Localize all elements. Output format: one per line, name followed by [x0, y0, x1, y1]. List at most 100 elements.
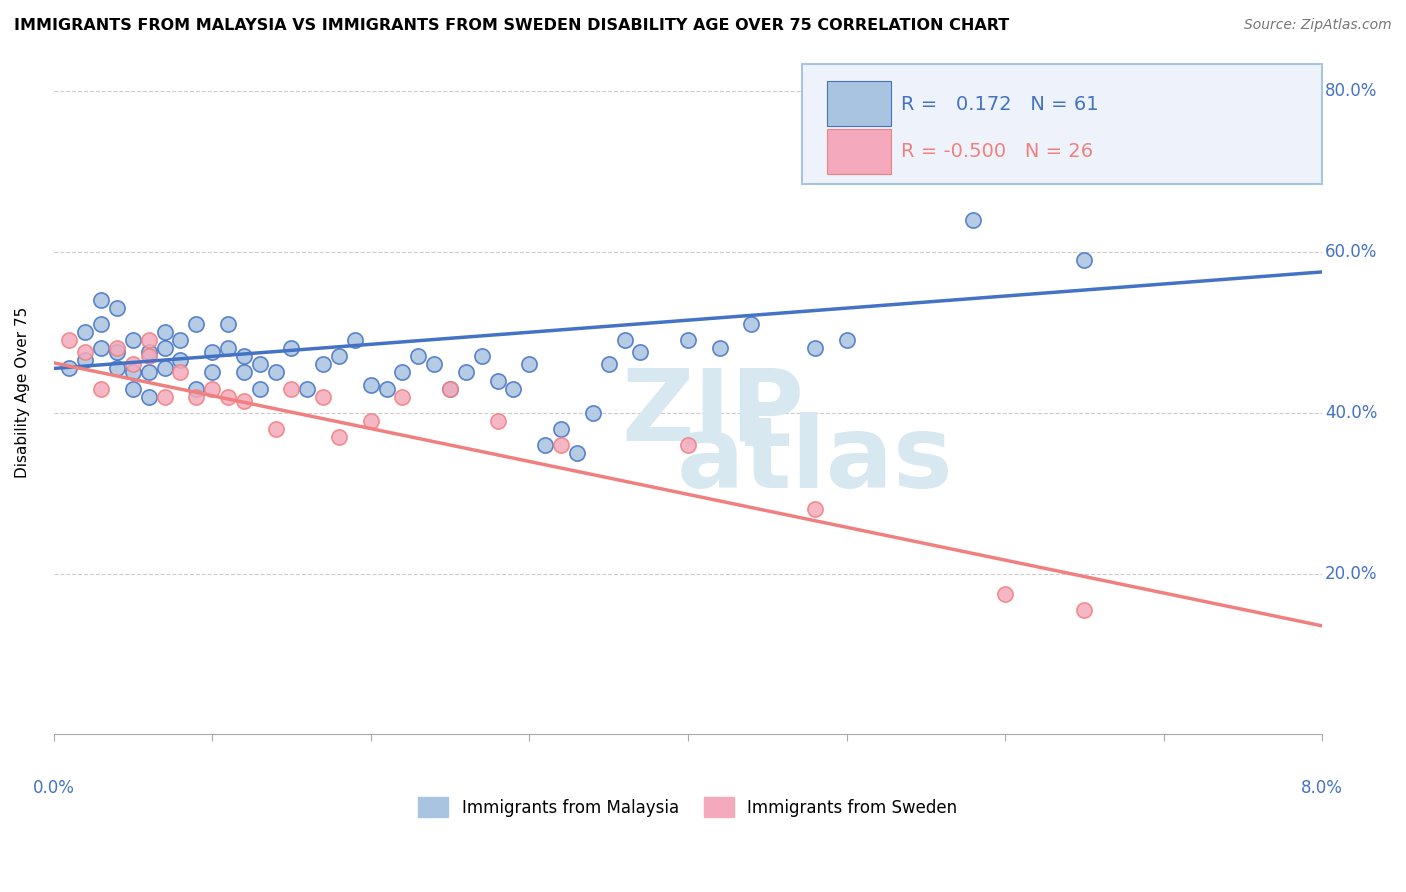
Text: 8.0%: 8.0% — [1302, 779, 1343, 797]
Y-axis label: Disability Age Over 75: Disability Age Over 75 — [15, 307, 30, 478]
Point — [835, 333, 858, 347]
Point — [280, 342, 302, 356]
Point — [122, 333, 145, 347]
Text: ZIP: ZIP — [621, 365, 804, 461]
Point — [297, 382, 319, 396]
Point — [122, 382, 145, 396]
Text: Source: ZipAtlas.com: Source: ZipAtlas.com — [1244, 18, 1392, 32]
Point — [804, 342, 827, 356]
Point — [471, 350, 494, 364]
Point — [312, 358, 335, 372]
Text: R = -0.500   N = 26: R = -0.500 N = 26 — [901, 143, 1094, 161]
Point — [502, 382, 524, 396]
Point — [249, 382, 271, 396]
Point — [534, 438, 557, 452]
Point — [90, 342, 112, 356]
Point — [201, 366, 224, 380]
Point — [264, 422, 287, 436]
Point — [75, 353, 97, 368]
Point — [1073, 603, 1095, 617]
Point — [153, 390, 176, 404]
Point — [169, 353, 191, 368]
Point — [312, 390, 335, 404]
Point — [105, 345, 128, 359]
Text: 0.0%: 0.0% — [32, 779, 75, 797]
Point — [138, 390, 160, 404]
Text: 60.0%: 60.0% — [1324, 243, 1376, 260]
Point — [138, 350, 160, 364]
Point — [153, 361, 176, 376]
Point — [994, 587, 1017, 601]
Point — [232, 366, 254, 380]
FancyBboxPatch shape — [801, 64, 1322, 184]
Point — [138, 345, 160, 359]
Point — [264, 366, 287, 380]
Point — [628, 345, 651, 359]
Point — [105, 342, 128, 356]
Text: 20.0%: 20.0% — [1324, 565, 1378, 582]
Point — [169, 366, 191, 380]
Point — [75, 345, 97, 359]
Point — [217, 342, 239, 356]
FancyBboxPatch shape — [828, 129, 891, 174]
Point — [391, 366, 413, 380]
Text: 40.0%: 40.0% — [1324, 404, 1376, 422]
Legend: Immigrants from Malaysia, Immigrants from Sweden: Immigrants from Malaysia, Immigrants fro… — [412, 790, 965, 823]
Point — [408, 350, 430, 364]
Point — [613, 333, 636, 347]
Point — [550, 438, 572, 452]
Point — [217, 390, 239, 404]
Point — [328, 430, 350, 444]
Point — [517, 358, 540, 372]
Point — [280, 382, 302, 396]
Point — [439, 382, 461, 396]
Point — [153, 342, 176, 356]
Point — [232, 350, 254, 364]
Point — [122, 366, 145, 380]
Point — [186, 317, 208, 331]
Point — [391, 390, 413, 404]
Point — [201, 345, 224, 359]
Point — [582, 406, 605, 420]
Text: atlas: atlas — [676, 412, 953, 509]
Point — [676, 438, 699, 452]
Point — [58, 361, 80, 376]
Point — [360, 414, 382, 428]
Point — [565, 446, 588, 460]
Point — [676, 333, 699, 347]
Text: R =   0.172   N = 61: R = 0.172 N = 61 — [901, 95, 1098, 113]
Point — [75, 325, 97, 339]
Point — [138, 333, 160, 347]
Point — [454, 366, 477, 380]
Point — [201, 382, 224, 396]
Point — [90, 293, 112, 307]
Text: 80.0%: 80.0% — [1324, 82, 1376, 100]
Point — [138, 366, 160, 380]
Point — [186, 382, 208, 396]
Point — [90, 317, 112, 331]
Point — [232, 393, 254, 408]
Point — [90, 382, 112, 396]
Point — [169, 333, 191, 347]
Point — [105, 361, 128, 376]
Point — [439, 382, 461, 396]
Point — [598, 358, 620, 372]
Point — [153, 325, 176, 339]
Point — [360, 377, 382, 392]
Point — [423, 358, 446, 372]
Point — [709, 342, 731, 356]
Point — [186, 390, 208, 404]
Point — [105, 301, 128, 315]
Point — [550, 422, 572, 436]
Point — [328, 350, 350, 364]
Point — [343, 333, 366, 347]
Point — [486, 374, 509, 388]
Point — [804, 502, 827, 516]
Point — [375, 382, 398, 396]
Point — [58, 333, 80, 347]
FancyBboxPatch shape — [828, 81, 891, 126]
Point — [217, 317, 239, 331]
Point — [122, 358, 145, 372]
Point — [962, 212, 984, 227]
Point — [1073, 252, 1095, 267]
